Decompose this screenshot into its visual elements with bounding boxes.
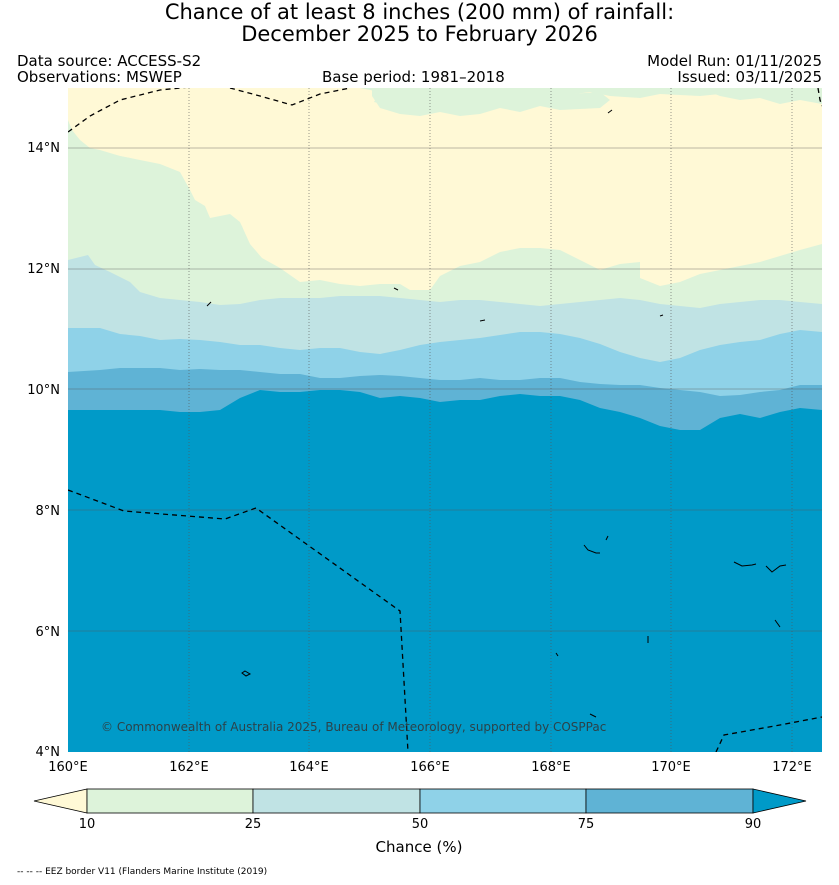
island [659, 314, 664, 317]
zone-below-10 [68, 88, 822, 290]
observations: Observations: MSWEP [17, 68, 182, 86]
lon-label: 168°E [531, 760, 571, 775]
colorbar-75-90 [585, 788, 754, 814]
lon-label: 162°E [169, 760, 209, 775]
colorbar-10-25 [86, 788, 254, 814]
island [555, 652, 559, 657]
colorbar-tick: 10 [78, 817, 96, 832]
lon-label: 160°E [48, 760, 88, 775]
island [206, 301, 212, 307]
map-title-line1: Chance of at least 8 inches (200 mm) of … [164, 0, 675, 24]
eez-borders [68, 88, 822, 752]
colorbar-title: Chance (%) [375, 838, 463, 856]
colorbar-tick: 25 [244, 817, 262, 832]
lon-label: 166°E [410, 760, 450, 775]
probability-fill [68, 88, 822, 752]
eez-border-south [68, 489, 409, 752]
eez-border-north [229, 88, 351, 106]
copyright-text: © Commonwealth of Australia 2025, Bureau… [101, 720, 606, 734]
zone-10-25-north [372, 88, 610, 116]
island [765, 564, 787, 573]
lon-label: 164°E [289, 760, 329, 775]
island [393, 287, 399, 291]
lat-label: 4°N [36, 745, 61, 760]
lat-labels: 4°N 6°N 8°N 10°N 12°N 14°N [27, 141, 60, 760]
map-title-line2: December 2025 to February 2026 [241, 22, 598, 46]
island [605, 535, 609, 541]
lon-label: 172°E [772, 760, 812, 775]
lon-label: 170°E [651, 760, 691, 775]
island [774, 619, 781, 628]
island [733, 561, 757, 567]
lat-label: 8°N [36, 504, 61, 519]
island [607, 109, 613, 114]
colorbar-above-90 [752, 788, 807, 814]
island [583, 544, 600, 554]
model-run: Model Run: 01/11/2025 [647, 52, 822, 70]
lat-label: 14°N [27, 141, 60, 156]
zone-10-25-patch [630, 88, 822, 104]
colorbar-25-50 [252, 788, 421, 814]
island [479, 319, 486, 322]
colorbar-tick: 90 [744, 817, 762, 832]
island [241, 670, 252, 677]
issued-date: Issued: 03/11/2025 [677, 68, 822, 86]
colorbar-tick: 75 [577, 817, 595, 832]
zone-10-25-west [68, 140, 280, 300]
colorbar-50-75 [419, 788, 587, 814]
lat-label: 12°N [27, 262, 60, 277]
colorbar [33, 788, 807, 814]
islands [206, 109, 787, 718]
lon-labels: 160°E 162°E 164°E 166°E 168°E 170°E 172°… [48, 760, 812, 775]
eez-border-south-east [715, 716, 822, 752]
eez-border-north-west [68, 88, 187, 133]
colorbar-below-10 [33, 788, 88, 814]
base-period: Base period: 1981–2018 [322, 68, 505, 86]
data-source: Data source: ACCESS-S2 [17, 52, 202, 70]
colorbar-tick: 50 [411, 817, 429, 832]
eez-border-north-east [817, 88, 822, 107]
lat-label: 10°N [27, 383, 60, 398]
graticule [68, 88, 822, 752]
eez-footnote: -- -- -- EEZ border V11 (Flanders Marine… [17, 867, 268, 877]
island [589, 713, 597, 718]
lat-label: 6°N [36, 625, 61, 640]
